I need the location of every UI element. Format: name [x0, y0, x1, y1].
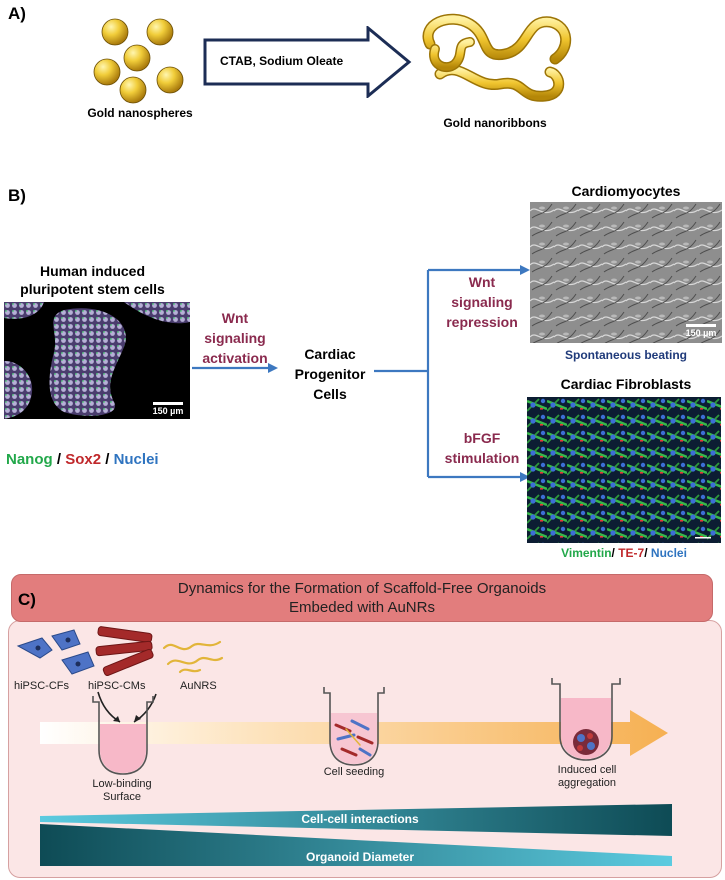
stain-nanog: Nanog: [6, 451, 53, 468]
hipsc-cm-label: hiPSC-CMs: [88, 680, 146, 692]
cardiomyocytes-micrograph: 150 µm: [530, 202, 722, 343]
organoid-diameter-bar: [40, 824, 672, 866]
wnt-repression-label: Wnt signaling repression: [446, 274, 518, 330]
nanosphere: [146, 18, 174, 46]
stain-sox2: Sox2: [65, 451, 102, 468]
cell-cell-interactions-bar: [40, 804, 672, 836]
bfgf-stimulation-label: bFGF stimulation: [444, 430, 520, 466]
well-cell-seeding: [323, 687, 385, 766]
nanosphere: [101, 18, 129, 46]
gold-nanospheres-caption: Gold nanospheres: [87, 106, 193, 120]
cardiomyocytes-title: Cardiomyocytes: [571, 183, 681, 199]
well-low-binding: [92, 696, 154, 775]
hipsc-title: Human induced pluripotent stem cells: [20, 263, 165, 297]
panel-b-label: B): [8, 186, 26, 205]
wedge-bars: [40, 804, 672, 866]
hipsc-scale-bar: 150 µm: [150, 402, 186, 416]
aunr-icons: [162, 640, 224, 674]
cardiac-progenitor-cells: Cardiac Progenitor Cells: [294, 346, 366, 402]
organoid-diameter-label: Organoid Diameter: [305, 850, 415, 864]
cm-scale-bar: 150 µm: [682, 324, 720, 338]
well-aggregation: [551, 678, 621, 761]
hipsc-cf-label: hiPSC-CFs: [14, 680, 70, 692]
panel-c-title: Dynamics for the Formation of Scaffold-F…: [11, 574, 713, 622]
branch-arrows: [374, 265, 530, 482]
step-aggregation-label: Induced cell aggregation: [557, 764, 617, 789]
nanosphere: [156, 66, 184, 94]
cell-cell-interactions-label: Cell-cell interactions: [301, 812, 419, 826]
arrow-to-progenitor: [192, 363, 278, 373]
hipsc-stain-legend: Nanog / Sox2 / Nuclei: [6, 451, 159, 468]
hipsc-micrograph: 150 µm: [4, 302, 190, 419]
step-cell-seeding-label: Cell seeding: [323, 766, 385, 778]
synthesis-arrow: [203, 26, 412, 98]
gold-nanoribbons-illustration: [422, 13, 572, 102]
synthesis-arrow-text: CTAB, Sodium Oleate: [220, 54, 344, 68]
nanosphere: [93, 58, 121, 86]
aunr-label: AuNRS: [180, 680, 217, 692]
gold-nanoribbons-caption: Gold nanoribbons: [443, 116, 547, 130]
panel-a-label: A): [8, 4, 26, 23]
cf-stain-legend: Vimentin/ TE-7/ Nuclei: [561, 546, 687, 560]
step-low-binding-label: Low-binding Surface: [92, 778, 152, 803]
gold-nanospheres-illustration: [93, 18, 184, 104]
cardiac-fibroblasts-title: Cardiac Fibroblasts: [560, 376, 692, 392]
cardiac-fibroblasts-micrograph: [527, 397, 721, 543]
nanosphere: [119, 76, 147, 104]
nanosphere: [123, 44, 151, 72]
spontaneous-beating-caption: Spontaneous beating: [564, 348, 687, 362]
wnt-activation-label: Wnt signaling activation: [202, 310, 268, 366]
stain-nuclei: Nuclei: [113, 451, 159, 468]
hipsc-cf-icons: [16, 629, 95, 675]
panel-c-label: C): [18, 590, 36, 609]
hipsc-cm-icons: [95, 626, 154, 676]
